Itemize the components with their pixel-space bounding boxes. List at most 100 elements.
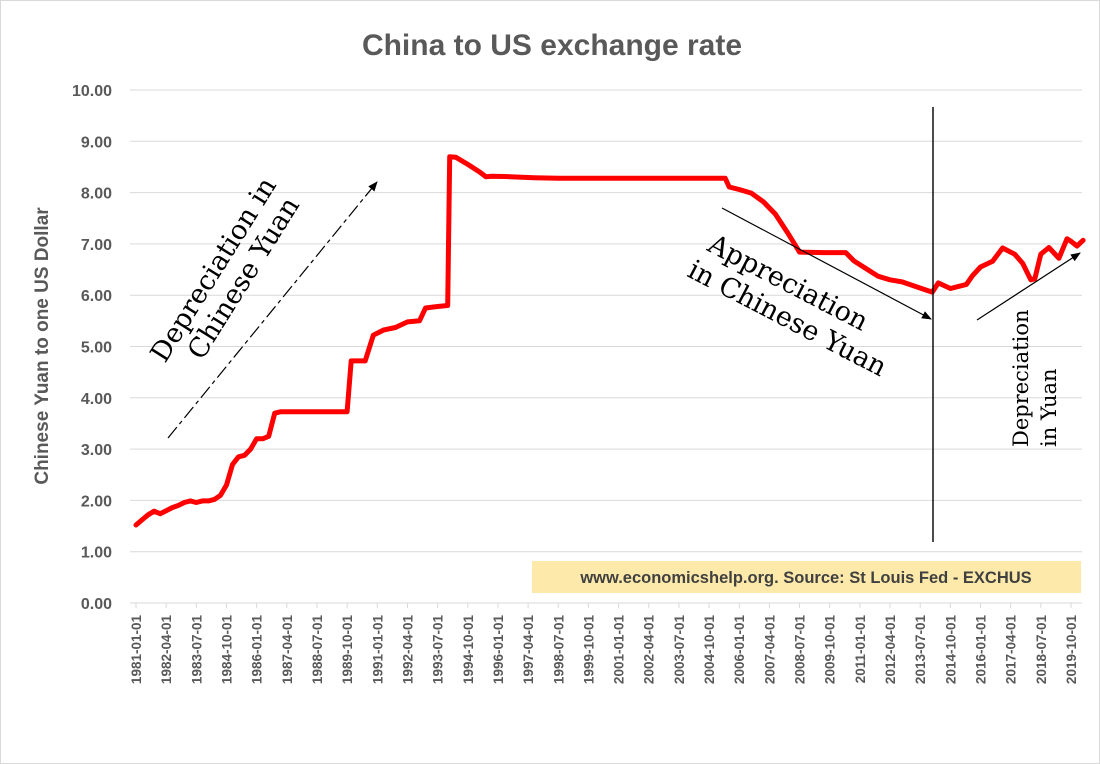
data-point (1064, 236, 1070, 241)
y-tick-label: 7.00 (81, 237, 112, 254)
data-point (843, 250, 848, 255)
x-axis-ticks: 1981-01-01 1982-04-01 1983-07-01 1984-10-01… (129, 603, 1079, 684)
data-point (887, 277, 893, 282)
y-tick-label: 1.00 (81, 545, 112, 562)
gridlines (130, 89, 1082, 604)
data-point (447, 154, 452, 159)
y-tick-label: 10.00 (72, 83, 112, 100)
data-point (290, 409, 295, 414)
data-point (737, 187, 742, 192)
data-point (133, 522, 139, 528)
data-point (242, 453, 247, 458)
x-tick-label: 1993-07-01 (431, 615, 446, 685)
data-point (531, 175, 537, 180)
data-point (176, 503, 181, 508)
data-point (272, 411, 277, 416)
x-tick-label: 2002-04-01 (642, 615, 657, 685)
data-point (278, 409, 283, 414)
chart-title: China to US exchange rate (362, 29, 742, 62)
x-tick-label: 2017-04-01 (1004, 615, 1019, 685)
data-point (723, 176, 728, 181)
x-tick-label: 2004-10-01 (702, 615, 717, 685)
data-point (363, 358, 368, 364)
y-tick-label: 5.00 (81, 340, 112, 357)
data-point (139, 517, 145, 523)
data-point (248, 446, 253, 452)
data-point (936, 280, 941, 286)
x-tick-label: 2001-01-01 (612, 615, 627, 685)
x-tick-label: 1989-10-01 (340, 615, 355, 685)
data-point (489, 174, 495, 179)
data-point (797, 249, 802, 255)
x-tick-label: 1983-07-01 (189, 615, 204, 685)
data-point (151, 509, 157, 514)
y-tick-label: 9.00 (81, 134, 112, 151)
annotation-depreciation-yuan: Depreciation in Yuan (1009, 303, 1061, 447)
x-tick-label: 1984-10-01 (219, 615, 234, 685)
x-tick-label: 2011-01-01 (853, 615, 868, 684)
x-tick-label: 1999-10-01 (581, 615, 596, 685)
data-point (194, 500, 199, 505)
data-point (224, 482, 229, 488)
series-layer (133, 154, 1086, 528)
data-point (964, 282, 969, 287)
data-point (773, 211, 778, 217)
x-tick-label: 1981-01-01 (129, 615, 144, 685)
y-tick-label: 6.00 (81, 288, 112, 305)
data-point (556, 176, 561, 181)
data-point (405, 319, 410, 325)
x-tick-label: 2007-04-01 (762, 615, 777, 685)
data-point (145, 512, 151, 517)
data-point (924, 287, 929, 293)
data-point (212, 497, 217, 502)
x-tick-label: 1998-07-01 (551, 615, 566, 685)
annotation-line: Depreciation (1009, 310, 1033, 448)
data-point (1028, 277, 1034, 282)
x-tick-label: 2018-07-01 (1034, 615, 1049, 685)
data-point (188, 498, 193, 504)
data-point (483, 174, 489, 179)
data-point (453, 155, 458, 160)
data-point (507, 174, 513, 179)
data-point (970, 273, 975, 278)
x-tick-label: 1986-01-01 (250, 615, 265, 685)
x-tick-label: 2014-10-01 (943, 615, 958, 685)
depreciation-arrow-2 (976, 252, 1081, 321)
data-point (465, 162, 470, 167)
depreciation-arrow-1 (167, 181, 378, 439)
data-point (863, 266, 869, 271)
data-point (1032, 276, 1038, 281)
data-point (326, 409, 332, 414)
data-point (821, 250, 826, 255)
data-point (371, 333, 376, 338)
source-note-background (532, 561, 1081, 593)
data-point (230, 462, 235, 467)
appreciation-arrow (721, 207, 932, 320)
data-point (1046, 245, 1052, 250)
data-point (851, 258, 856, 263)
data-point (423, 305, 428, 311)
data-point (445, 303, 450, 308)
data-point (1038, 252, 1044, 257)
y-tick-label: 4.00 (81, 391, 112, 408)
x-tick-label: 1996-01-01 (491, 615, 506, 685)
y-tick-label: 2.00 (81, 493, 112, 510)
data-point (604, 176, 609, 181)
data-point (1000, 245, 1005, 251)
data-point (652, 176, 657, 181)
data-point (381, 327, 386, 333)
data-point (700, 176, 706, 181)
x-tick-label: 1991-01-01 (370, 615, 385, 685)
data-point (157, 511, 163, 516)
x-tick-label: 2013-07-01 (913, 615, 928, 685)
data-point (344, 409, 350, 414)
annotation-appreciation-chinese-yuan: Appreciation in Chinese Yuan (683, 226, 907, 383)
data-point (761, 199, 766, 204)
data-point (1080, 238, 1086, 243)
annotation-depreciation-chinese-yuan: Depreciation in Chinese Yuan (145, 165, 313, 384)
annotation-arrows (167, 107, 1081, 542)
data-point (170, 505, 175, 510)
y-tick-label: 0.00 (81, 596, 112, 613)
data-point (254, 436, 259, 441)
